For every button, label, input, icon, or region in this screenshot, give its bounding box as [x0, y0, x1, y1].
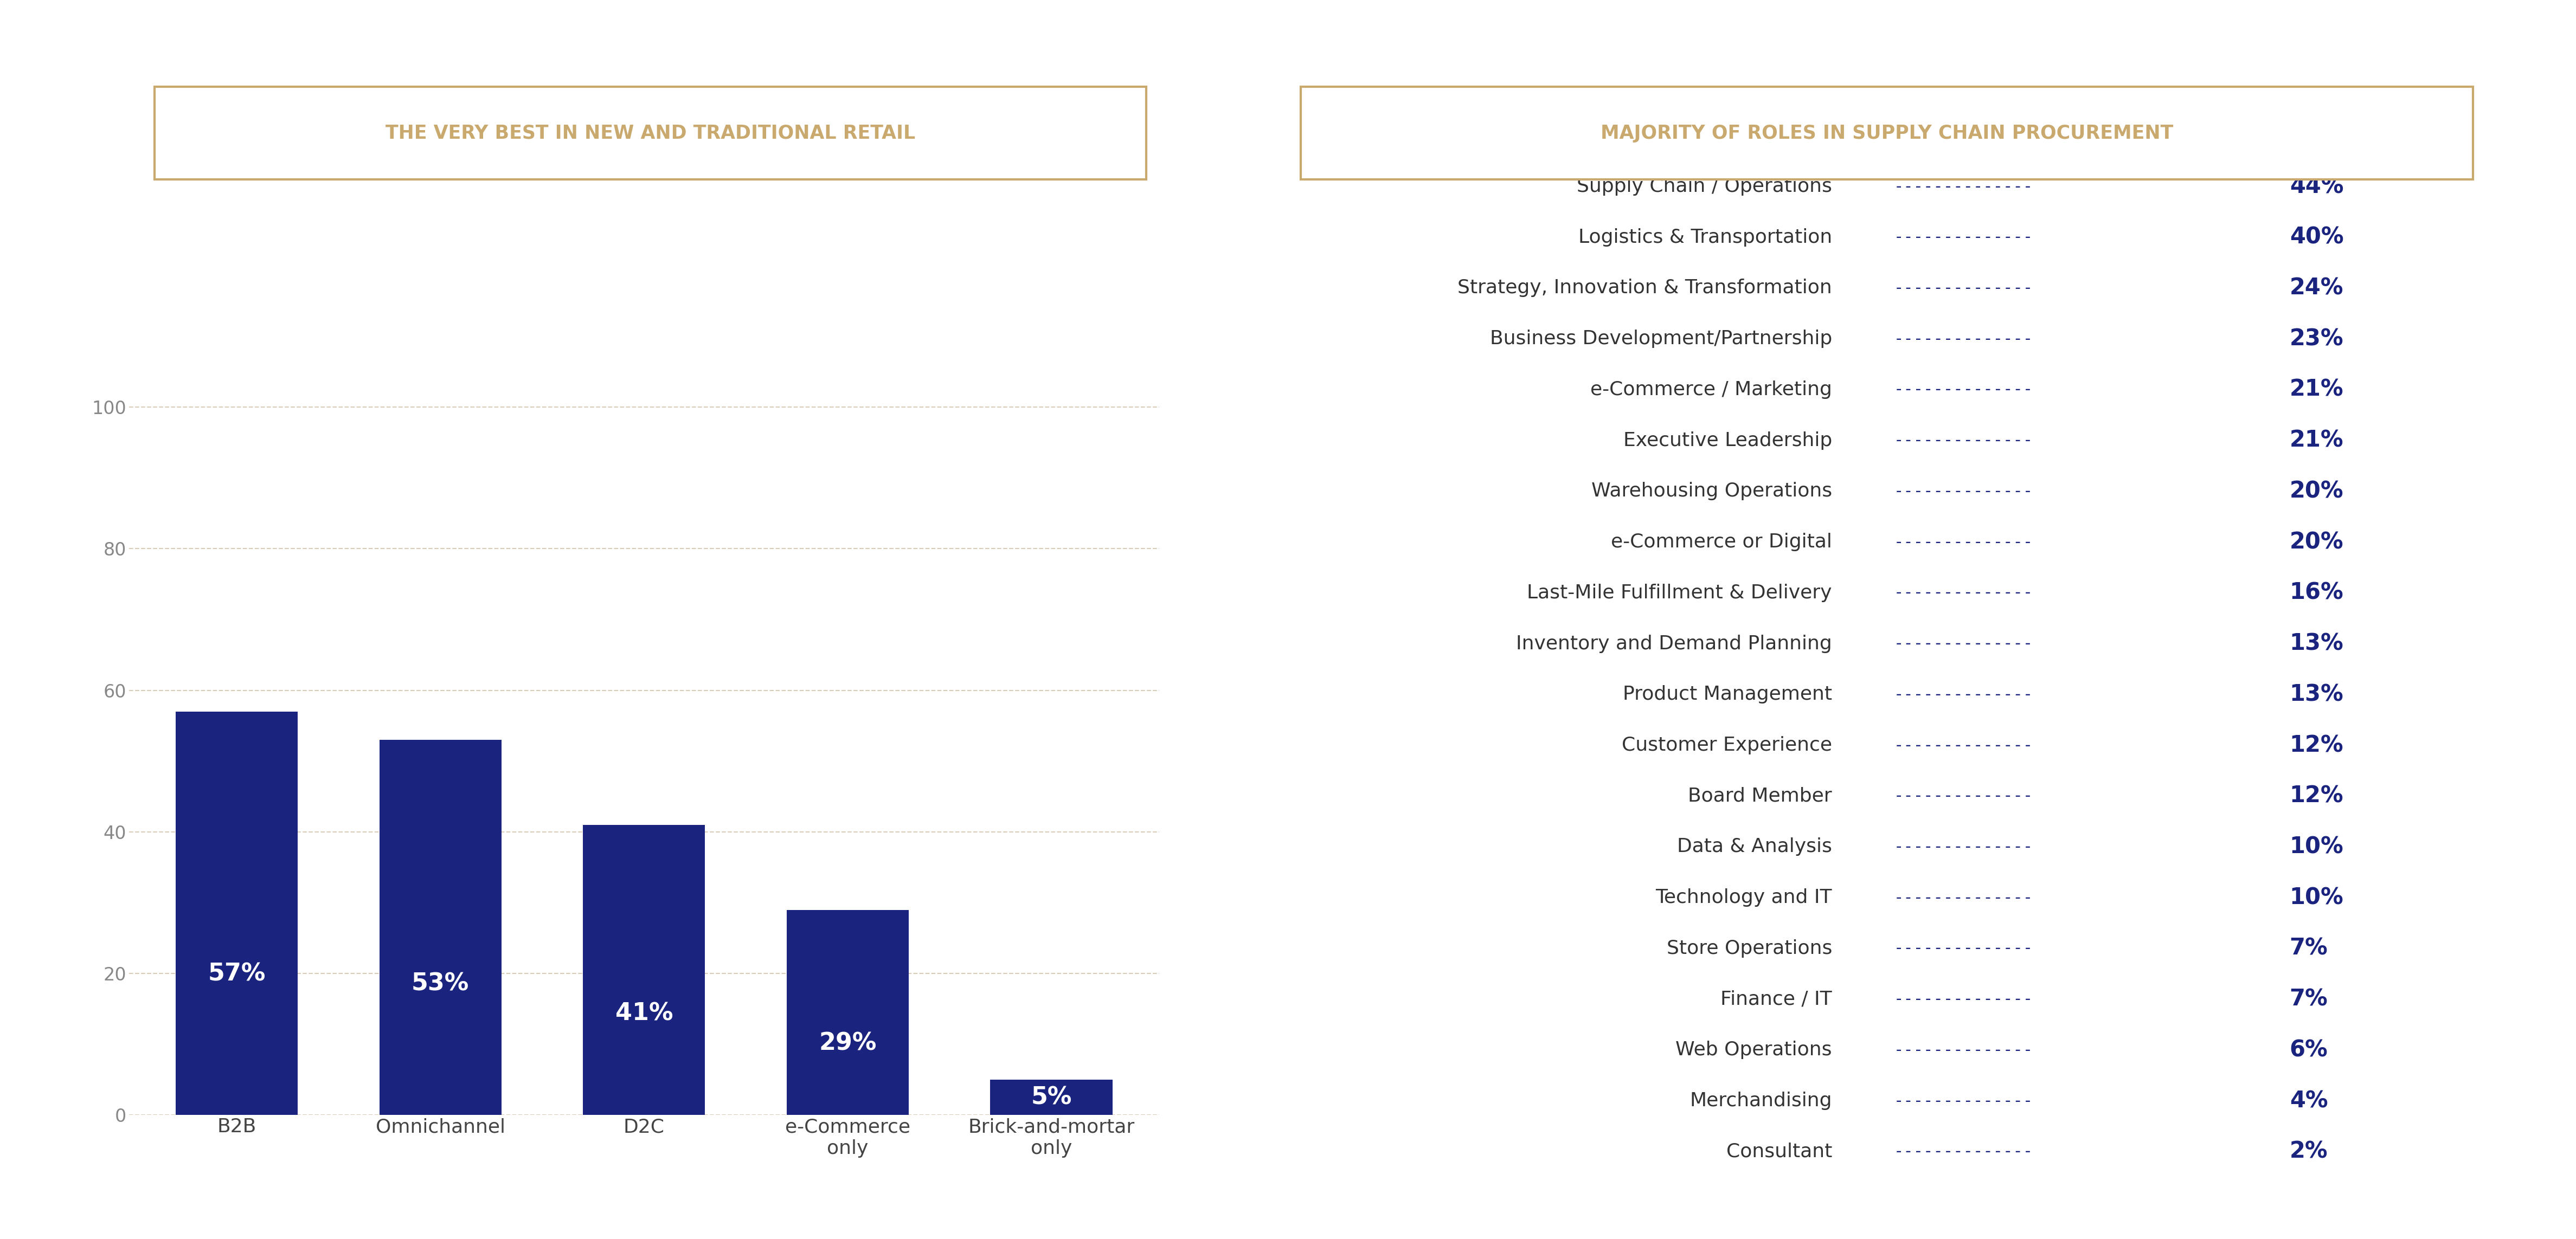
- Text: Merchandising: Merchandising: [1690, 1092, 1832, 1110]
- Text: --------------: --------------: [1893, 534, 2032, 550]
- Text: 53%: 53%: [412, 973, 469, 995]
- Text: --------------: --------------: [1893, 737, 2032, 753]
- Text: --------------: --------------: [1893, 483, 2032, 499]
- Text: --------------: --------------: [1893, 940, 2032, 957]
- Text: Executive Leadership: Executive Leadership: [1623, 431, 1832, 450]
- Text: Web Operations: Web Operations: [1674, 1041, 1832, 1059]
- Text: Board Member: Board Member: [1687, 787, 1832, 805]
- Text: 7%: 7%: [2290, 987, 2329, 1011]
- Text: 29%: 29%: [819, 1032, 876, 1054]
- Text: e-Commerce or Digital: e-Commerce or Digital: [1610, 533, 1832, 551]
- Text: 20%: 20%: [2290, 530, 2344, 554]
- Text: --------------: --------------: [1893, 890, 2032, 906]
- Text: --------------: --------------: [1893, 839, 2032, 855]
- Text: 10%: 10%: [2290, 835, 2344, 859]
- Text: --------------: --------------: [1893, 686, 2032, 703]
- Text: --------------: --------------: [1893, 382, 2032, 398]
- Text: --------------: --------------: [1893, 178, 2032, 195]
- Text: Logistics & Transportation: Logistics & Transportation: [1579, 228, 1832, 247]
- Bar: [175, 711, 299, 1115]
- Text: Technology and IT: Technology and IT: [1656, 888, 1832, 907]
- Text: Customer Experience: Customer Experience: [1623, 736, 1832, 755]
- Text: MAJORITY OF ROLES IN SUPPLY CHAIN PROCUREMENT: MAJORITY OF ROLES IN SUPPLY CHAIN PROCUR…: [1600, 124, 2174, 142]
- Bar: [989, 1079, 1113, 1115]
- Text: 13%: 13%: [2290, 632, 2344, 655]
- Text: Product Management: Product Management: [1623, 685, 1832, 704]
- Text: 57%: 57%: [209, 963, 265, 985]
- Text: --------------: --------------: [1893, 1144, 2032, 1160]
- Bar: [786, 909, 909, 1115]
- Text: --------------: --------------: [1893, 585, 2032, 601]
- Text: Consultant: Consultant: [1726, 1142, 1832, 1161]
- Text: 4%: 4%: [2290, 1089, 2329, 1113]
- Text: --------------: --------------: [1893, 280, 2032, 296]
- Text: Last-Mile Fulfillment & Delivery: Last-Mile Fulfillment & Delivery: [1528, 584, 1832, 602]
- Text: --------------: --------------: [1893, 432, 2032, 449]
- Text: Strategy, Innovation & Transformation: Strategy, Innovation & Transformation: [1458, 279, 1832, 297]
- Text: 23%: 23%: [2290, 327, 2344, 351]
- Text: Finance / IT: Finance / IT: [1721, 990, 1832, 1009]
- Text: 21%: 21%: [2290, 429, 2344, 452]
- Text: 5%: 5%: [1030, 1085, 1072, 1109]
- Text: --------------: --------------: [1893, 1093, 2032, 1109]
- Text: 44%: 44%: [2290, 175, 2344, 198]
- Text: --------------: --------------: [1893, 991, 2032, 1007]
- Text: 16%: 16%: [2290, 581, 2344, 605]
- Text: --------------: --------------: [1893, 331, 2032, 347]
- Text: --------------: --------------: [1893, 636, 2032, 652]
- Bar: [582, 825, 706, 1115]
- Text: 41%: 41%: [616, 1002, 672, 1025]
- Text: 40%: 40%: [2290, 225, 2344, 249]
- Text: 13%: 13%: [2290, 683, 2344, 706]
- Bar: [379, 740, 502, 1115]
- Text: 10%: 10%: [2290, 886, 2344, 909]
- Text: 12%: 12%: [2290, 733, 2344, 757]
- Text: Inventory and Demand Planning: Inventory and Demand Planning: [1517, 634, 1832, 653]
- Text: 12%: 12%: [2290, 784, 2344, 808]
- Text: 7%: 7%: [2290, 937, 2329, 960]
- Text: Store Operations: Store Operations: [1667, 939, 1832, 958]
- Text: THE VERY BEST IN NEW AND TRADITIONAL RETAIL: THE VERY BEST IN NEW AND TRADITIONAL RET…: [386, 124, 914, 142]
- Text: 2%: 2%: [2290, 1140, 2329, 1163]
- Text: --------------: --------------: [1893, 788, 2032, 804]
- Text: 20%: 20%: [2290, 479, 2344, 503]
- Text: Business Development/Partnership: Business Development/Partnership: [1489, 330, 1832, 348]
- Text: e-Commerce / Marketing: e-Commerce / Marketing: [1589, 380, 1832, 399]
- Text: 6%: 6%: [2290, 1038, 2329, 1062]
- Text: Warehousing Operations: Warehousing Operations: [1592, 482, 1832, 501]
- Text: 24%: 24%: [2290, 276, 2344, 300]
- Text: --------------: --------------: [1893, 229, 2032, 245]
- Text: Supply Chain / Operations: Supply Chain / Operations: [1577, 177, 1832, 196]
- Text: 21%: 21%: [2290, 378, 2344, 401]
- Text: Data & Analysis: Data & Analysis: [1677, 838, 1832, 856]
- Text: --------------: --------------: [1893, 1042, 2032, 1058]
